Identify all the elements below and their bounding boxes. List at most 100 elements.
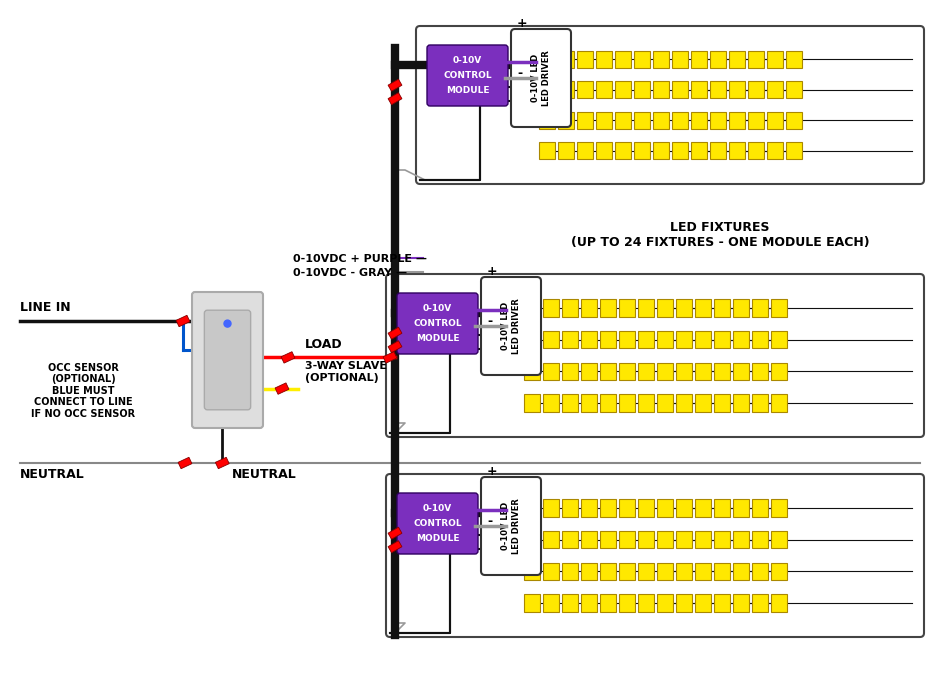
Bar — [561, 299, 577, 316]
Bar — [656, 394, 672, 412]
Bar — [771, 499, 787, 517]
Bar — [600, 331, 616, 349]
FancyBboxPatch shape — [386, 274, 924, 437]
Bar — [619, 363, 634, 380]
Bar — [524, 594, 540, 612]
Bar — [691, 51, 707, 68]
Bar — [524, 499, 540, 517]
Bar — [786, 112, 802, 129]
Bar — [619, 563, 634, 580]
Bar — [637, 394, 653, 412]
Bar — [710, 51, 726, 68]
Bar — [600, 363, 616, 380]
Bar — [676, 331, 692, 349]
Bar — [542, 499, 558, 517]
Bar — [751, 394, 767, 412]
Bar — [652, 112, 668, 129]
Bar — [676, 394, 692, 412]
Bar — [671, 142, 687, 159]
Circle shape — [224, 320, 231, 327]
Text: +: + — [487, 265, 497, 278]
Text: -: - — [517, 67, 522, 80]
Bar — [676, 594, 692, 612]
Bar — [786, 81, 802, 98]
Text: OCC SENSOR
(OPTIONAL)
BLUE MUST
CONNECT TO LINE
IF NO OCC SENSOR: OCC SENSOR (OPTIONAL) BLUE MUST CONNECT … — [31, 363, 135, 419]
Bar — [710, 81, 726, 98]
Text: 0-10V LED
LED DRIVER: 0-10V LED LED DRIVER — [531, 50, 551, 106]
Bar — [656, 594, 672, 612]
Bar — [732, 531, 748, 548]
Bar — [656, 531, 672, 548]
Bar — [576, 81, 592, 98]
Bar — [581, 531, 597, 548]
Bar — [281, 351, 295, 363]
Bar — [561, 499, 577, 517]
Bar — [691, 81, 707, 98]
Bar — [539, 142, 555, 159]
Bar — [728, 81, 744, 98]
Bar — [539, 81, 555, 98]
Bar — [695, 394, 711, 412]
Bar — [751, 299, 767, 316]
Bar — [751, 499, 767, 517]
Bar — [576, 51, 592, 68]
Bar — [656, 499, 672, 517]
Text: LED FIXTURES
(UP TO 24 FIXTURES - ONE MODULE EACH): LED FIXTURES (UP TO 24 FIXTURES - ONE MO… — [571, 221, 870, 249]
Bar — [275, 383, 289, 394]
Bar — [384, 351, 397, 363]
Bar — [751, 594, 767, 612]
Bar — [766, 51, 782, 68]
Bar — [619, 531, 634, 548]
Bar — [581, 499, 597, 517]
Text: MODULE: MODULE — [415, 335, 460, 344]
Bar — [600, 299, 616, 316]
Bar — [771, 299, 787, 316]
Text: +: + — [487, 465, 497, 478]
Bar — [576, 112, 592, 129]
Bar — [561, 594, 577, 612]
Bar — [581, 299, 597, 316]
Bar — [691, 112, 707, 129]
Bar — [524, 394, 540, 412]
Bar — [542, 331, 558, 349]
Bar — [581, 563, 597, 580]
FancyBboxPatch shape — [511, 29, 571, 127]
Text: -: - — [487, 515, 493, 528]
Bar — [695, 299, 711, 316]
Bar — [732, 563, 748, 580]
Bar — [557, 51, 573, 68]
Bar — [539, 112, 555, 129]
Bar — [671, 81, 687, 98]
Bar — [600, 594, 616, 612]
Bar — [656, 363, 672, 380]
Bar — [388, 341, 402, 353]
Bar — [786, 142, 802, 159]
Bar — [671, 112, 687, 129]
Text: -: - — [487, 315, 493, 328]
Bar — [656, 299, 672, 316]
Text: LINE IN: LINE IN — [20, 301, 70, 314]
Bar — [600, 531, 616, 548]
Bar — [771, 394, 787, 412]
Bar — [713, 594, 729, 612]
Bar — [561, 363, 577, 380]
Bar — [728, 142, 744, 159]
Bar — [732, 594, 748, 612]
Bar — [656, 563, 672, 580]
Bar — [542, 394, 558, 412]
Text: MODULE: MODULE — [446, 86, 489, 95]
Bar — [695, 531, 711, 548]
Bar — [581, 363, 597, 380]
FancyBboxPatch shape — [427, 45, 508, 106]
Bar — [619, 299, 634, 316]
Bar — [732, 394, 748, 412]
Bar — [176, 315, 190, 327]
Bar — [619, 331, 634, 349]
Bar — [600, 394, 616, 412]
Bar — [388, 327, 402, 340]
Bar — [695, 499, 711, 517]
Text: 3-WAY SLAVE
(OPTIONAL): 3-WAY SLAVE (OPTIONAL) — [305, 361, 387, 383]
Bar — [634, 51, 650, 68]
Text: 0-10V: 0-10V — [423, 304, 452, 313]
Bar — [637, 331, 653, 349]
